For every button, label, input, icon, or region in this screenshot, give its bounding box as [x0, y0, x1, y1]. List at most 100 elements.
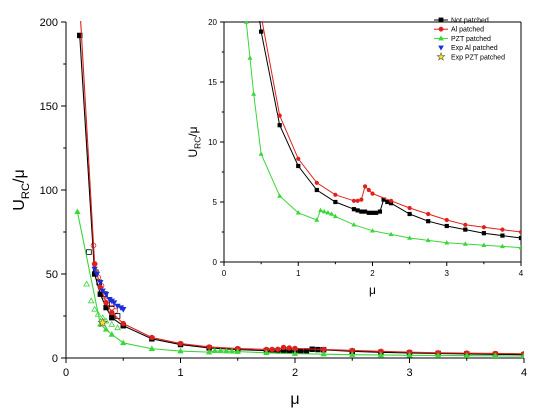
- main-point-al-patched: [286, 345, 292, 351]
- main-point-exp-al-patched: [97, 280, 104, 286]
- main-point-al-patched: [177, 340, 184, 347]
- main-open-marker: [83, 280, 90, 287]
- inset-point-al-patched: [463, 222, 468, 227]
- main-point-pzt-patched: [223, 347, 230, 354]
- inset-point-pzt-patched: [247, 55, 253, 60]
- main-x-tick-label: 4: [521, 367, 527, 379]
- main-y-tick-label: 150: [40, 101, 58, 113]
- main-point-pzt-patched: [234, 348, 241, 354]
- legend-label-al-patched: Al patched: [451, 27, 484, 34]
- main-point-exp-al-patched: [91, 266, 98, 273]
- inset-point-al-patched: [296, 156, 301, 161]
- main-x-axis-label: μ: [290, 391, 299, 408]
- inset-point-al-patched: [518, 229, 521, 235]
- inset-point-not-patched: [351, 207, 357, 212]
- inset-point-not-patched: [259, 29, 264, 34]
- main-point-exp-al-patched: [99, 288, 106, 295]
- inset-y-tick-label: 20: [208, 18, 217, 27]
- main-point-exp-pzt-patched: [97, 317, 108, 328]
- inset-x-tick-label: 1: [296, 269, 301, 278]
- inset-point-not-patched: [481, 231, 486, 236]
- inset-y-tick-label: 5: [213, 198, 218, 207]
- main-open-marker: [108, 320, 116, 327]
- inset-point-pzt-patched: [518, 244, 521, 250]
- inset-x-axis-label: μ: [369, 283, 376, 297]
- main-point-pzt-patched: [177, 347, 184, 354]
- main-point-pzt-patched: [463, 352, 470, 358]
- inset-point-pzt-patched: [481, 242, 487, 247]
- main-y-tick-label: 200: [40, 17, 58, 29]
- inset-point-pzt-patched: [332, 213, 338, 219]
- main-x-tick-label: 1: [177, 367, 183, 379]
- inset-point-pzt-patched: [277, 193, 283, 198]
- inset-x-tick-label: 2: [370, 269, 375, 278]
- inset-line-al-patched: [261, 21, 521, 233]
- main-point-al-patched: [206, 344, 212, 350]
- inset-point-not-patched: [377, 209, 383, 214]
- main-open-marker: [91, 305, 98, 312]
- main-open-marker: [87, 297, 95, 304]
- main-line-not-patched: [79, 35, 524, 356]
- inset-point-al-patched: [277, 113, 282, 118]
- main-point-not-patched: [77, 32, 83, 39]
- main-point-pzt-patched: [74, 208, 81, 215]
- main-point-al-patched: [149, 334, 155, 341]
- main-point-exp-al-patched: [110, 300, 118, 306]
- main-point-pzt-patched: [520, 352, 524, 358]
- inset-point-not-patched: [444, 223, 449, 229]
- main-point-exp-al-patched: [120, 307, 127, 313]
- inset-point-not-patched: [463, 227, 468, 232]
- main-point-pzt-patched: [406, 351, 413, 358]
- inset-point-al-patched: [314, 180, 319, 185]
- inset-point-pzt-patched: [321, 208, 327, 214]
- main-x-tick-label: 2: [292, 367, 298, 379]
- main-x-tick-label: 0: [63, 367, 69, 379]
- legend-label-exp-al-patched: Exp Al patched: [451, 45, 498, 52]
- inset-x-tick-label: 3: [445, 269, 450, 278]
- main-point-exp-al-patched: [93, 271, 101, 278]
- inset-point-not-patched: [500, 233, 505, 238]
- main-open-marker: [94, 310, 102, 317]
- main-point-pzt-patched: [320, 350, 327, 357]
- inset-y-tick-label: 10: [208, 138, 217, 147]
- inset-point-pzt-patched: [444, 240, 450, 245]
- main-point-pzt-patched: [148, 345, 156, 351]
- main-point-pzt-patched: [228, 347, 236, 354]
- main-point-pzt-patched: [492, 352, 499, 358]
- inset-point-al-patched: [407, 205, 412, 211]
- inset-point-al-patched: [333, 192, 338, 197]
- inset-point-al-patched: [355, 198, 360, 203]
- main-point-pzt-patched: [102, 326, 110, 332]
- inset-point-al-patched: [481, 225, 486, 230]
- main-point-exp-al-patched: [102, 291, 110, 298]
- main-point-al-patched: [292, 345, 298, 352]
- inset-point-not-patched: [355, 208, 360, 213]
- inset-point-pzt-patched: [499, 243, 505, 249]
- main-point-pzt-patched: [205, 348, 213, 355]
- inset-point-not-patched: [370, 210, 375, 215]
- legend-marker-al-patched: [438, 26, 444, 32]
- inset-point-pzt-patched: [351, 222, 357, 227]
- main-data: [74, 21, 524, 358]
- main-point-pzt-patched: [217, 347, 224, 354]
- inset-point-not-patched: [359, 209, 364, 214]
- inset-x-tick-label: 4: [519, 269, 524, 278]
- main-point-not-patched: [298, 348, 304, 354]
- inset-point-al-patched: [366, 187, 371, 193]
- inset-point-pzt-patched: [388, 231, 394, 237]
- main-point-al-patched: [269, 346, 275, 353]
- legend-marker-exp-al-patched: [438, 45, 444, 51]
- main-open-marker: [114, 324, 121, 331]
- main-y-tick-label: 50: [46, 269, 58, 281]
- legend-label-exp-pzt-patched: Exp PZT patched: [451, 54, 505, 61]
- inset-point-pzt-patched: [258, 151, 264, 156]
- main-point-al-patched: [120, 320, 126, 327]
- inset-point-not-patched: [333, 199, 338, 205]
- inset-point-pzt-patched: [370, 228, 375, 233]
- inset-point-exp-pzt-patched: [244, 6, 251, 12]
- inset-point-al-patched: [370, 191, 375, 196]
- inset-point-not-patched: [374, 210, 379, 215]
- inset-point-al-patched: [388, 198, 394, 203]
